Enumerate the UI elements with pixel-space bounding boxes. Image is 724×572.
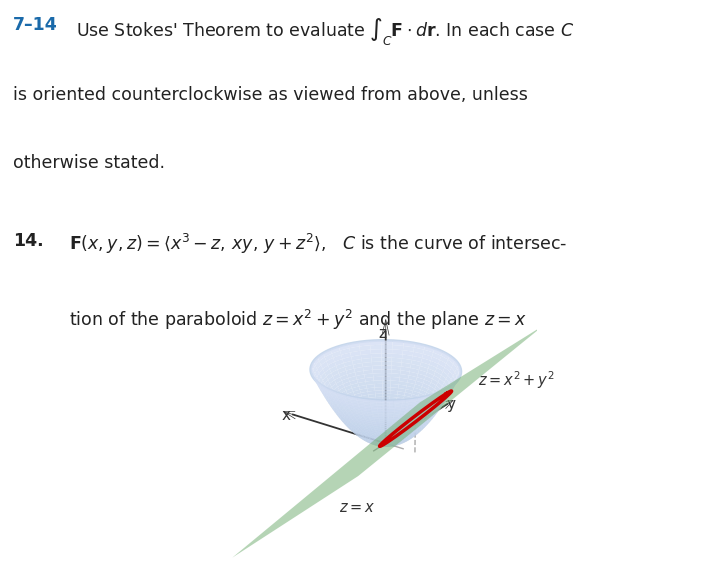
- Text: tion of the paraboloid $z = x^2 + y^2$ and the plane $z = x$: tion of the paraboloid $z = x^2 + y^2$ a…: [69, 308, 526, 332]
- Text: $\mathbf{F}(x, y, z) = \langle x^3 - z,\, xy,\, y + z^2\rangle$,   $C$ is the cu: $\mathbf{F}(x, y, z) = \langle x^3 - z,\…: [69, 232, 567, 256]
- Text: 7–14: 7–14: [13, 16, 58, 34]
- Text: 14.: 14.: [13, 232, 43, 250]
- Text: otherwise stated.: otherwise stated.: [13, 154, 165, 172]
- Text: Use Stokes' Theorem to evaluate $\int_C \mathbf{F} \cdot d\mathbf{r}$. In each c: Use Stokes' Theorem to evaluate $\int_C …: [76, 16, 574, 47]
- Text: is oriented counterclockwise as viewed from above, unless: is oriented counterclockwise as viewed f…: [13, 86, 528, 104]
